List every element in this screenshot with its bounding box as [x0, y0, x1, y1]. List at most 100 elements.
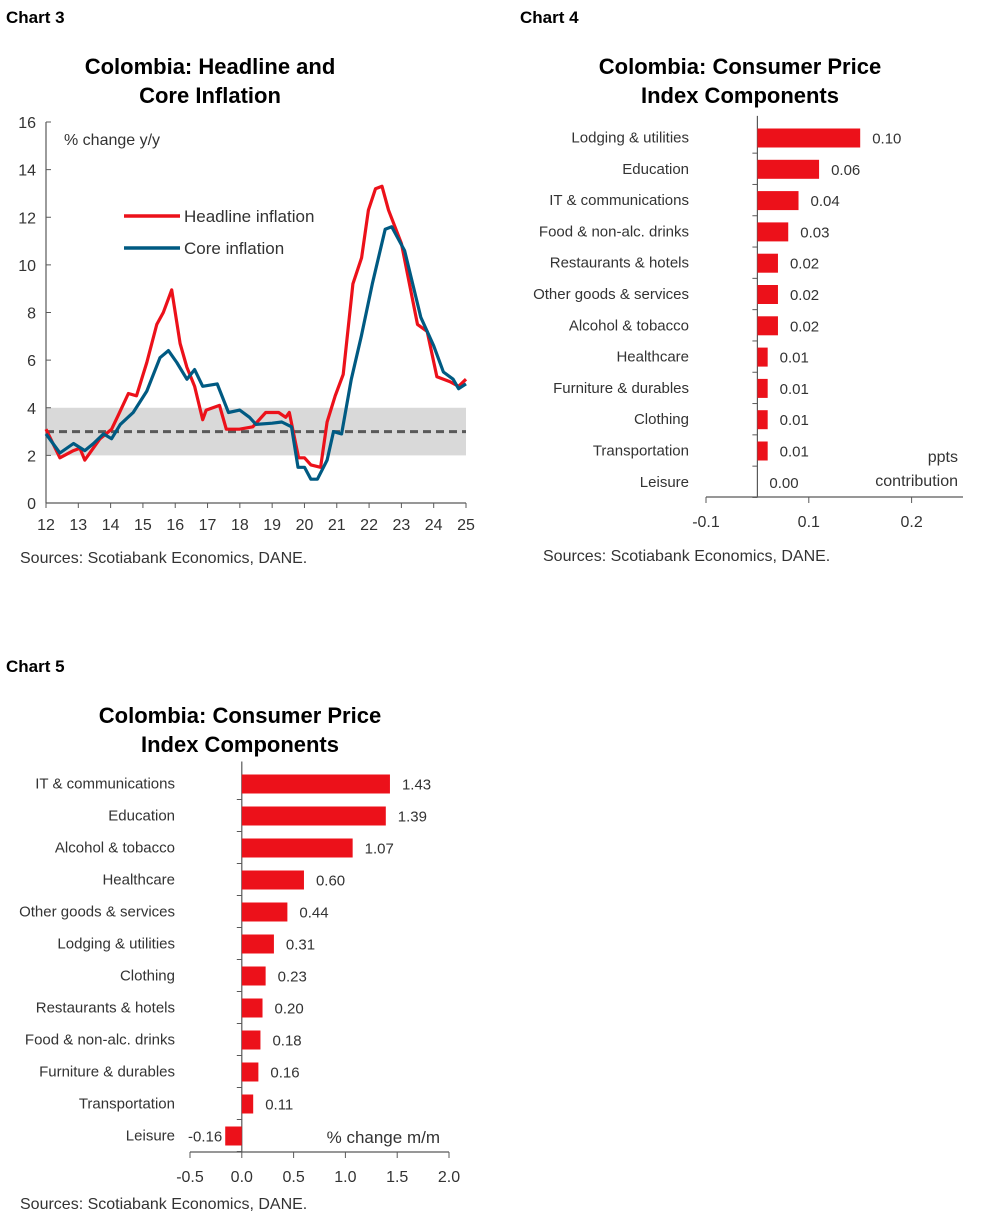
category-label: Furniture & durables: [553, 380, 689, 397]
legend-label: Core inflation: [184, 239, 284, 258]
y-axis-label: % change y/y: [64, 132, 160, 149]
category-label: Restaurants & hotels: [36, 1000, 175, 1017]
chart-3-title: Colombia: Headline and Core Inflation: [60, 52, 360, 110]
unit-label-line1: ppts: [928, 449, 958, 466]
category-label: Other goods & services: [533, 286, 689, 303]
x-tick-label: 17: [199, 517, 217, 534]
category-label: Clothing: [634, 411, 689, 428]
value-tick-label: 0.5: [282, 1169, 304, 1186]
bar: [241, 902, 288, 922]
value-tick-label: -0.5: [176, 1169, 204, 1186]
bar-value-label: 0.23: [278, 969, 307, 986]
category-label: Healthcare: [616, 349, 689, 366]
bar: [241, 998, 263, 1018]
y-tick-label: 2: [27, 448, 36, 465]
y-tick-label: 10: [18, 258, 36, 275]
x-tick-label: 13: [69, 517, 87, 534]
bar-value-label: 0.02: [790, 287, 819, 304]
bar: [241, 774, 390, 794]
legend-label: Headline inflation: [184, 207, 314, 226]
x-tick-label: 24: [425, 517, 443, 534]
bar-value-label: 0.04: [811, 193, 840, 210]
bar-value-label: 1.07: [365, 841, 394, 858]
bar: [757, 191, 799, 211]
chart-4-title-line1: Colombia: Consumer Price: [598, 54, 882, 79]
chart-4-label: Chart 4: [520, 8, 579, 27]
bar-value-label: 0.01: [780, 381, 809, 398]
bar-value-label: 0.20: [275, 1001, 304, 1018]
bar: [757, 378, 768, 398]
value-tick-label: -0.1: [692, 514, 720, 531]
chart-4-title-line2: Index Components: [640, 83, 839, 108]
bar: [241, 966, 266, 986]
category-label: Lodging & utilities: [57, 936, 175, 953]
unit-label-line2: contribution: [875, 473, 958, 490]
x-tick-label: 15: [134, 517, 152, 534]
value-tick-label: 0.0: [231, 1169, 253, 1186]
bar-value-label: 0.06: [831, 162, 860, 179]
value-tick-label: 1.0: [334, 1169, 356, 1186]
bar: [241, 870, 304, 890]
bar: [757, 285, 778, 304]
unit-label: % change m/m: [327, 1128, 440, 1147]
bar: [757, 128, 861, 148]
x-tick-label: 18: [231, 517, 249, 534]
category-label: Alcohol & tobacco: [569, 317, 689, 334]
bar: [241, 806, 386, 826]
category-label: Other goods & services: [19, 904, 175, 921]
bar: [241, 934, 274, 954]
y-tick-label: 16: [18, 115, 36, 132]
value-tick-label: 0.1: [798, 514, 820, 531]
category-label: Alcohol & tobacco: [55, 840, 175, 857]
bar: [757, 441, 768, 461]
category-label: Food & non-alc. drinks: [539, 223, 689, 240]
bar-value-label: 0.18: [272, 1033, 301, 1050]
bar: [241, 1062, 259, 1082]
bar: [757, 159, 820, 179]
bar: [757, 410, 768, 430]
series-line-core: [44, 225, 467, 481]
category-label: Leisure: [126, 1128, 175, 1145]
bar-value-label: 0.02: [790, 318, 819, 335]
x-tick-label: 20: [296, 517, 314, 534]
bar-value-label: 0.02: [790, 256, 819, 273]
bar-value-label: 1.43: [402, 777, 431, 794]
bar-value-label: 0.03: [800, 224, 829, 241]
x-tick-label: 14: [102, 517, 120, 534]
y-tick-label: 8: [27, 306, 36, 323]
y-tick-label: 12: [18, 210, 36, 227]
y-tick-label: 6: [27, 353, 36, 370]
bar-value-label: 0.16: [270, 1065, 299, 1082]
x-tick-label: 12: [37, 517, 55, 534]
bar-value-label: 0.01: [780, 444, 809, 461]
category-label: Education: [108, 808, 175, 825]
category-label: Furniture & durables: [39, 1064, 175, 1081]
x-tick-label: 21: [328, 517, 346, 534]
bar: [757, 316, 778, 336]
bar: [241, 1030, 261, 1050]
value-tick-label: 2.0: [438, 1169, 460, 1186]
chart-5-title-line1: Colombia: Consumer Price: [98, 703, 382, 728]
category-label: IT & communications: [35, 776, 175, 793]
bar-value-label: 0.31: [286, 937, 315, 954]
category-label: Transportation: [79, 1096, 175, 1113]
category-label: Lodging & utilities: [571, 130, 689, 147]
value-tick-label: 1.5: [386, 1169, 408, 1186]
y-tick-label: 14: [18, 163, 36, 180]
series-line-headline: [44, 184, 468, 469]
chart-4-title: Colombia: Consumer Price Index Component…: [580, 52, 900, 110]
bar: [757, 222, 789, 242]
x-tick-label: 19: [263, 517, 281, 534]
x-tick-label: 23: [392, 517, 410, 534]
bar-value-label: 1.39: [398, 809, 427, 826]
category-label: Education: [622, 161, 689, 178]
chart-3-source: Sources: Scotiabank Economics, DANE.: [20, 550, 308, 567]
bar: [241, 838, 353, 858]
x-tick-label: 22: [360, 517, 378, 534]
y-tick-label: 4: [27, 401, 36, 418]
chart-3-label: Chart 3: [6, 8, 65, 27]
bar-value-label: 0.60: [316, 873, 345, 890]
bar-value-label: 0.00: [769, 475, 798, 492]
category-label: Restaurants & hotels: [550, 255, 689, 272]
